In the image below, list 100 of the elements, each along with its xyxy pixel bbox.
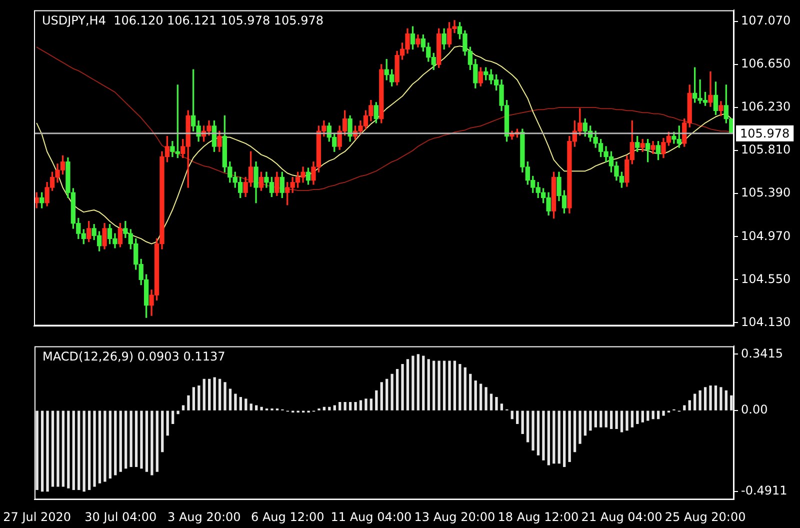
- bar: [359, 400, 362, 410]
- bar: [156, 410, 158, 472]
- y-tick-label: 0.00: [741, 402, 768, 417]
- bar: [187, 395, 190, 410]
- bar: [600, 410, 602, 428]
- bar: [442, 360, 446, 410]
- bar: [239, 397, 242, 410]
- bar: [694, 394, 696, 410]
- bar: [412, 356, 414, 410]
- bar: [401, 364, 404, 410]
- bar: [93, 410, 96, 487]
- bar: [348, 402, 352, 410]
- bar: [500, 404, 504, 410]
- bar: [62, 410, 65, 487]
- bar: [40, 410, 44, 492]
- bar: [432, 360, 436, 410]
- bar: [104, 410, 106, 482]
- bar: [150, 410, 154, 476]
- bar: [46, 410, 49, 492]
- y-tick-label: 107.070: [741, 14, 791, 28]
- x-tick-label: 13 Aug 20:00: [414, 510, 496, 524]
- bar: [474, 380, 477, 410]
- bar: [161, 410, 164, 452]
- candlestick: [708, 71, 713, 107]
- y-tick-label: 104.130: [741, 314, 791, 329]
- bar: [166, 410, 169, 436]
- bar: [578, 410, 582, 444]
- bar: [542, 410, 545, 460]
- bar: [390, 374, 394, 410]
- bar: [198, 385, 200, 410]
- bar: [662, 410, 665, 416]
- bar: [698, 390, 702, 410]
- bar: [594, 410, 597, 428]
- bar: [563, 410, 566, 467]
- bar: [338, 402, 342, 410]
- bar: [208, 378, 211, 410]
- bar: [406, 359, 410, 410]
- bar: [114, 410, 117, 476]
- bar: [51, 410, 54, 487]
- bar: [328, 406, 331, 410]
- bar: [641, 410, 644, 422]
- bar: [510, 410, 514, 420]
- bar: [130, 410, 132, 467]
- bar: [396, 368, 399, 410]
- bar: [213, 377, 216, 410]
- bar: [171, 410, 174, 424]
- bar: [218, 378, 222, 410]
- y-tick-label: -0.4911: [741, 484, 788, 498]
- bar: [484, 387, 488, 410]
- bar: [140, 410, 143, 469]
- bar: [322, 406, 326, 410]
- ref-line-label: 105.978: [740, 126, 790, 140]
- bar: [626, 410, 628, 431]
- bar: [453, 360, 456, 410]
- bar: [610, 410, 613, 430]
- bar: [479, 384, 482, 410]
- chart-title: USDJPY,H4 106.120 106.121 105.978 105.978: [42, 13, 324, 28]
- bar: [72, 410, 75, 490]
- bar: [202, 378, 206, 410]
- y-tick-label: 105.390: [741, 186, 791, 200]
- bar: [427, 359, 430, 410]
- bar: [67, 410, 70, 488]
- bar: [192, 387, 196, 410]
- bar: [620, 410, 624, 432]
- bar: [730, 395, 733, 410]
- bar: [234, 394, 237, 410]
- y-tick-label: 0.3415: [741, 346, 783, 360]
- bar: [464, 367, 466, 410]
- bar: [458, 364, 462, 410]
- bar: [422, 356, 425, 410]
- bar: [119, 410, 122, 472]
- bar: [495, 397, 498, 410]
- bar: [558, 410, 560, 464]
- bar: [176, 410, 180, 414]
- bar: [224, 382, 226, 410]
- bar: [688, 400, 691, 410]
- bar: [260, 406, 263, 410]
- x-tick-label: 18 Aug 12:00: [498, 510, 579, 524]
- x-tick-label: 21 Aug 04:00: [581, 510, 662, 524]
- x-tick-label: 3 Aug 20:00: [167, 510, 241, 524]
- bar: [469, 374, 472, 410]
- x-tick-label: 6 Aug 12:00: [251, 510, 324, 524]
- bar: [354, 402, 357, 410]
- bar: [438, 360, 440, 410]
- bar: [370, 398, 373, 410]
- bar: [573, 410, 576, 452]
- bar: [78, 410, 80, 490]
- bar: [536, 410, 540, 456]
- bar: [386, 378, 388, 410]
- bar: [630, 410, 634, 428]
- bar: [244, 398, 248, 410]
- bar: [589, 410, 592, 431]
- bar: [36, 410, 38, 490]
- bar: [547, 410, 550, 466]
- bar: [656, 410, 660, 420]
- chart-title: MACD(12,26,9) 0.0903 0.1137: [42, 349, 226, 364]
- bar: [526, 410, 530, 442]
- bar: [98, 410, 102, 484]
- bar: [521, 410, 524, 434]
- bar: [56, 410, 60, 487]
